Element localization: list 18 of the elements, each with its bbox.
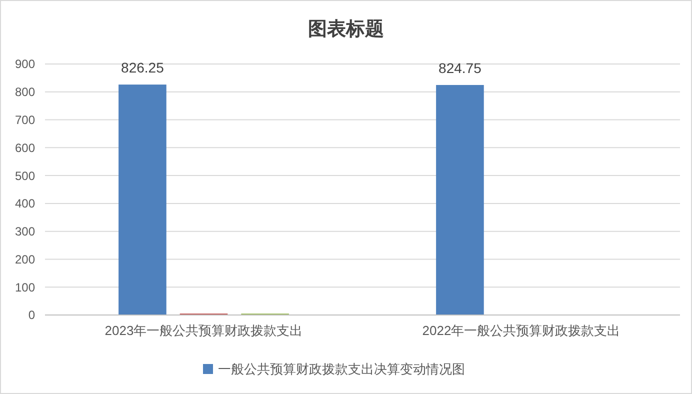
y-tick-label: 200 [14,252,36,266]
y-tick-label: 600 [14,140,36,155]
y-tick-label: 0 [28,308,36,322]
x-tick-label: 2023年一般公共预算财政拨款支出 [104,323,303,338]
y-tick-label: 900 [14,57,36,72]
bar [436,84,484,315]
y-tick-label: 100 [14,280,36,294]
y-tick-label: 500 [14,168,36,183]
data-label: 824.75 [438,60,482,76]
legend-label: 一般公共预算财政拨款支出决算变动情况图 [218,362,465,377]
data-label: 826.25 [121,60,164,76]
y-tick-label: 700 [14,112,36,127]
bar [118,84,166,315]
x-tick-label: 2022年一般公共预算财政拨款支出 [422,323,620,338]
y-tick-label: 300 [14,224,36,239]
y-tick-label: 800 [14,85,36,100]
y-tick-label: 400 [14,196,36,211]
chart-title: 图表标题 [308,18,384,40]
